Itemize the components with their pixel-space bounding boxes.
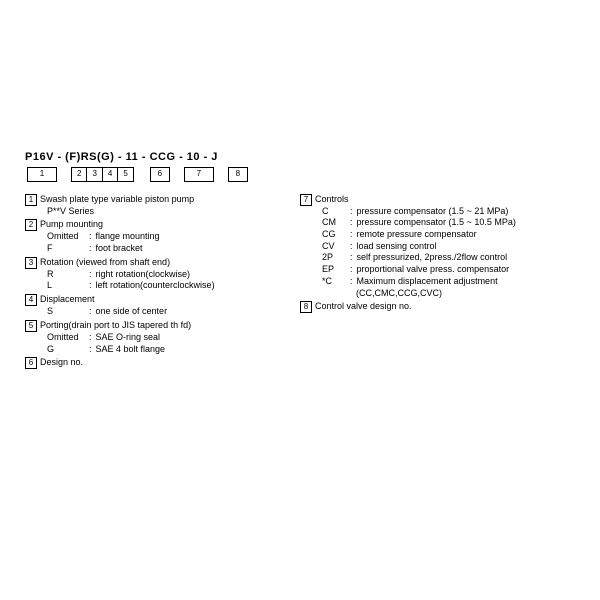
item-val: right rotation(clockwise) xyxy=(96,269,191,281)
item-val: SAE 4 bolt flange xyxy=(96,344,166,356)
item-key: 2P xyxy=(322,252,350,264)
item-key: G xyxy=(47,344,89,356)
section-6: 6 Design no. xyxy=(25,357,280,369)
item-val: SAE O-ring seal xyxy=(96,332,161,344)
item-key: *C xyxy=(322,276,350,288)
section-num-7: 7 xyxy=(300,194,312,206)
item-key: CV xyxy=(322,241,350,253)
list-item: EP : proportional valve press. compensat… xyxy=(322,264,580,276)
section-8: 8 Control valve design no. xyxy=(300,301,580,313)
list-item: G : SAE 4 bolt flange xyxy=(47,344,280,356)
item-val: one side of center xyxy=(96,306,168,318)
list-item: C : pressure compensator (1.5 ~ 21 MPa) xyxy=(322,206,580,218)
item-tail: (CC,CMC,CCG,CVC) xyxy=(356,288,442,300)
list-item: Omitted : SAE O-ring seal xyxy=(47,332,280,344)
item-val: Maximum displacement adjustment xyxy=(357,276,498,288)
section-title-4: Displacement xyxy=(40,294,95,306)
item-val: foot bracket xyxy=(96,243,143,255)
box-6: 6 xyxy=(150,167,170,181)
list-item: CG : remote pressure compensator xyxy=(322,229,580,241)
item-val: flange mounting xyxy=(96,231,160,243)
item-key: C xyxy=(322,206,350,218)
item-key: F xyxy=(47,243,89,255)
item-key: CG xyxy=(322,229,350,241)
item-key: Omitted xyxy=(47,332,89,344)
item-val: pressure compensator (1.5 ~ 10.5 MPa) xyxy=(357,217,516,229)
list-item: L : left rotation(counterclockwise) xyxy=(47,280,280,292)
section-1: 1 Swash plate type variable piston pump … xyxy=(25,194,280,218)
list-item: CM : pressure compensator (1.5 ~ 10.5 MP… xyxy=(322,217,580,229)
item-key: L xyxy=(47,280,89,292)
list-item: S : one side of center xyxy=(47,306,280,318)
item-val: remote pressure compensator xyxy=(357,229,477,241)
item-key: Omitted xyxy=(47,231,89,243)
section-2: 2 Pump mounting Omitted : flange mountin… xyxy=(25,219,280,254)
section-title-7: Controls xyxy=(315,194,349,206)
section-num-8: 8 xyxy=(300,301,312,313)
right-column: 7 Controls C : pressure compensator (1.5… xyxy=(300,194,580,372)
section-7: 7 Controls C : pressure compensator (1.5… xyxy=(300,194,580,300)
item-val: pressure compensator (1.5 ~ 21 MPa) xyxy=(357,206,509,218)
section-sub-1: P**V Series xyxy=(25,206,280,218)
box-5: 5 xyxy=(118,167,133,181)
list-item: *C : Maximum displacement adjustment xyxy=(322,276,580,288)
item-val: load sensing control xyxy=(357,241,437,253)
box-4: 4 xyxy=(103,167,118,181)
section-title-8: Control valve design no. xyxy=(315,301,412,313)
list-item: R : right rotation(clockwise) xyxy=(47,269,280,281)
section-3: 3 Rotation (viewed from shaft end) R : r… xyxy=(25,257,280,292)
section-num-4: 4 xyxy=(25,294,37,306)
section-4: 4 Displacement S : one side of center xyxy=(25,294,280,318)
position-boxes: 1 2 3 4 5 6 7 8 xyxy=(25,167,580,181)
item-key: R xyxy=(47,269,89,281)
section-num-2: 2 xyxy=(25,219,37,231)
box-8: 8 xyxy=(228,167,248,181)
list-item: CV : load sensing control xyxy=(322,241,580,253)
box-2: 2 xyxy=(71,167,87,181)
section-title-1: Swash plate type variable piston pump xyxy=(40,194,194,206)
list-item: Omitted : flange mounting xyxy=(47,231,280,243)
section-title-2: Pump mounting xyxy=(40,219,103,231)
item-val: proportional valve press. compensator xyxy=(357,264,510,276)
item-val: left rotation(counterclockwise) xyxy=(96,280,215,292)
section-num-6: 6 xyxy=(25,357,37,369)
box-1: 1 xyxy=(27,167,57,181)
item-key: S xyxy=(47,306,89,318)
section-num-5: 5 xyxy=(25,320,37,332)
left-column: 1 Swash plate type variable piston pump … xyxy=(25,194,280,372)
section-title-5: Porting(drain port to JIS tapered th fd) xyxy=(40,320,191,332)
section-title-3: Rotation (viewed from shaft end) xyxy=(40,257,170,269)
item-key: EP xyxy=(322,264,350,276)
list-item: (CC,CMC,CCG,CVC) xyxy=(322,288,580,300)
item-val: self pressurized, 2press./2flow control xyxy=(357,252,508,264)
box-7: 7 xyxy=(184,167,214,181)
section-5: 5 Porting(drain port to JIS tapered th f… xyxy=(25,320,280,355)
list-item: 2P : self pressurized, 2press./2flow con… xyxy=(322,252,580,264)
model-code: P16V - (F)RS(G) - 11 - CCG - 10 - J xyxy=(25,150,580,164)
section-title-6: Design no. xyxy=(40,357,83,369)
section-num-1: 1 xyxy=(25,194,37,206)
section-num-3: 3 xyxy=(25,257,37,269)
item-key: CM xyxy=(322,217,350,229)
list-item: F : foot bracket xyxy=(47,243,280,255)
box-3: 3 xyxy=(87,167,102,181)
